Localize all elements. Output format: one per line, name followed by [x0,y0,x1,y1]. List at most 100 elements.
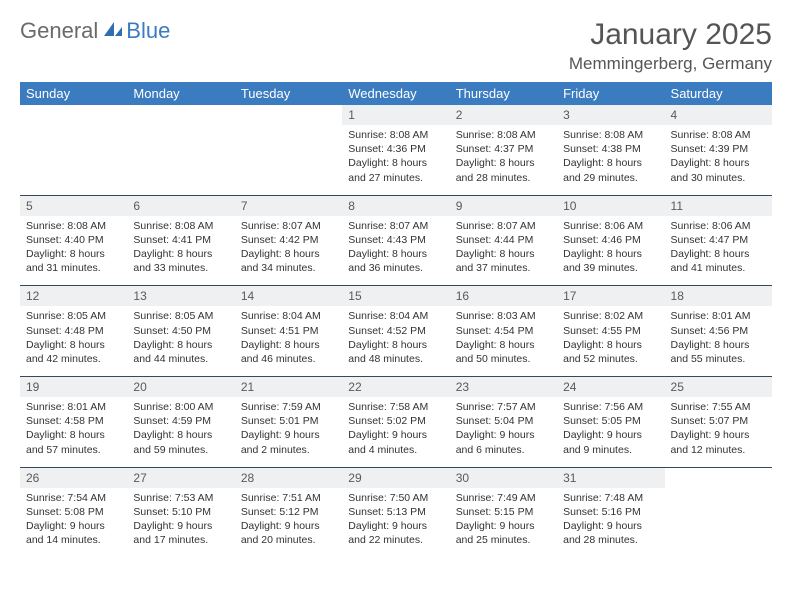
sunrise-text: Sunrise: 8:07 AM [456,219,551,233]
daylight-text: Daylight: 9 hours and 20 minutes. [241,519,336,547]
sunset-text: Sunset: 4:51 PM [241,324,336,338]
logo-text-blue: Blue [126,18,170,44]
sunrise-text: Sunrise: 8:08 AM [348,128,443,142]
daylight-text: Daylight: 9 hours and 25 minutes. [456,519,551,547]
day-number-cell: 17 [557,286,664,307]
day-number-cell: 7 [235,195,342,216]
daylight-text: Daylight: 8 hours and 42 minutes. [26,338,121,366]
day-number-cell: 21 [235,377,342,398]
sunset-text: Sunset: 4:52 PM [348,324,443,338]
daylight-text: Daylight: 9 hours and 12 minutes. [671,428,766,456]
sunrise-text: Sunrise: 8:05 AM [26,309,121,323]
day-content-cell: Sunrise: 8:04 AMSunset: 4:52 PMDaylight:… [342,306,449,376]
sunset-text: Sunset: 5:05 PM [563,414,658,428]
logo: General Blue [20,18,170,44]
daylight-text: Daylight: 8 hours and 27 minutes. [348,156,443,184]
sunrise-text: Sunrise: 8:02 AM [563,309,658,323]
sunset-text: Sunset: 4:46 PM [563,233,658,247]
calendar-table: SundayMondayTuesdayWednesdayThursdayFrid… [20,82,772,557]
sunrise-text: Sunrise: 8:04 AM [348,309,443,323]
day-number-cell: 20 [127,377,234,398]
daylight-text: Daylight: 8 hours and 36 minutes. [348,247,443,275]
day-content-cell: Sunrise: 8:01 AMSunset: 4:58 PMDaylight:… [20,397,127,467]
sunset-text: Sunset: 4:41 PM [133,233,228,247]
day-number-cell: 14 [235,286,342,307]
day-content-cell: Sunrise: 8:00 AMSunset: 4:59 PMDaylight:… [127,397,234,467]
sunset-text: Sunset: 4:54 PM [456,324,551,338]
day-content-row: Sunrise: 8:08 AMSunset: 4:40 PMDaylight:… [20,216,772,286]
day-content-cell [127,125,234,195]
sunrise-text: Sunrise: 7:55 AM [671,400,766,414]
weekday-header: Saturday [665,82,772,105]
sunset-text: Sunset: 5:08 PM [26,505,121,519]
day-content-cell: Sunrise: 8:08 AMSunset: 4:40 PMDaylight:… [20,216,127,286]
day-number-cell: 27 [127,467,234,488]
sunrise-text: Sunrise: 8:08 AM [671,128,766,142]
sunrise-text: Sunrise: 7:58 AM [348,400,443,414]
sunrise-text: Sunrise: 8:08 AM [133,219,228,233]
day-number-cell: 2 [450,105,557,125]
daylight-text: Daylight: 9 hours and 2 minutes. [241,428,336,456]
day-content-cell: Sunrise: 8:06 AMSunset: 4:47 PMDaylight:… [665,216,772,286]
daylight-text: Daylight: 9 hours and 14 minutes. [26,519,121,547]
day-number-cell: 30 [450,467,557,488]
sunrise-text: Sunrise: 8:05 AM [133,309,228,323]
sunset-text: Sunset: 4:47 PM [671,233,766,247]
day-content-cell [20,125,127,195]
day-number-row: 19202122232425 [20,377,772,398]
sunset-text: Sunset: 5:12 PM [241,505,336,519]
sunset-text: Sunset: 4:56 PM [671,324,766,338]
day-number-cell: 10 [557,195,664,216]
day-content-cell: Sunrise: 7:55 AMSunset: 5:07 PMDaylight:… [665,397,772,467]
sunset-text: Sunset: 4:59 PM [133,414,228,428]
sunrise-text: Sunrise: 7:49 AM [456,491,551,505]
daylight-text: Daylight: 8 hours and 33 minutes. [133,247,228,275]
day-number-cell: 19 [20,377,127,398]
day-number-cell: 25 [665,377,772,398]
sunrise-text: Sunrise: 8:08 AM [563,128,658,142]
sunrise-text: Sunrise: 7:50 AM [348,491,443,505]
sunrise-text: Sunrise: 7:59 AM [241,400,336,414]
sunset-text: Sunset: 4:58 PM [26,414,121,428]
daylight-text: Daylight: 8 hours and 44 minutes. [133,338,228,366]
daylight-text: Daylight: 8 hours and 48 minutes. [348,338,443,366]
sunset-text: Sunset: 4:43 PM [348,233,443,247]
daylight-text: Daylight: 8 hours and 41 minutes. [671,247,766,275]
day-number-cell: 12 [20,286,127,307]
weekday-header-row: SundayMondayTuesdayWednesdayThursdayFrid… [20,82,772,105]
sunset-text: Sunset: 5:16 PM [563,505,658,519]
day-content-cell: Sunrise: 8:02 AMSunset: 4:55 PMDaylight:… [557,306,664,376]
day-content-cell: Sunrise: 7:57 AMSunset: 5:04 PMDaylight:… [450,397,557,467]
sunset-text: Sunset: 5:07 PM [671,414,766,428]
daylight-text: Daylight: 8 hours and 50 minutes. [456,338,551,366]
day-content-row: Sunrise: 8:05 AMSunset: 4:48 PMDaylight:… [20,306,772,376]
day-number-cell: 5 [20,195,127,216]
sunrise-text: Sunrise: 7:57 AM [456,400,551,414]
day-number-cell: 15 [342,286,449,307]
weekday-header: Sunday [20,82,127,105]
title-block: January 2025 Memmingerberg, Germany [569,18,772,74]
day-number-cell: 9 [450,195,557,216]
day-number-cell: 28 [235,467,342,488]
day-number-cell: 6 [127,195,234,216]
day-content-cell: Sunrise: 7:58 AMSunset: 5:02 PMDaylight:… [342,397,449,467]
day-content-cell [235,125,342,195]
sunrise-text: Sunrise: 8:08 AM [26,219,121,233]
day-content-row: Sunrise: 8:08 AMSunset: 4:36 PMDaylight:… [20,125,772,195]
sunrise-text: Sunrise: 8:07 AM [348,219,443,233]
sunset-text: Sunset: 5:10 PM [133,505,228,519]
sunset-text: Sunset: 5:01 PM [241,414,336,428]
sunrise-text: Sunrise: 8:06 AM [563,219,658,233]
day-number-cell: 29 [342,467,449,488]
daylight-text: Daylight: 8 hours and 39 minutes. [563,247,658,275]
day-content-cell: Sunrise: 8:05 AMSunset: 4:50 PMDaylight:… [127,306,234,376]
sunrise-text: Sunrise: 7:51 AM [241,491,336,505]
day-number-row: 1234 [20,105,772,125]
day-number-row: 12131415161718 [20,286,772,307]
sunset-text: Sunset: 4:38 PM [563,142,658,156]
sail-icon [102,20,124,43]
day-content-cell: Sunrise: 7:48 AMSunset: 5:16 PMDaylight:… [557,488,664,558]
day-number-row: 262728293031 [20,467,772,488]
day-number-cell [665,467,772,488]
daylight-text: Daylight: 9 hours and 17 minutes. [133,519,228,547]
